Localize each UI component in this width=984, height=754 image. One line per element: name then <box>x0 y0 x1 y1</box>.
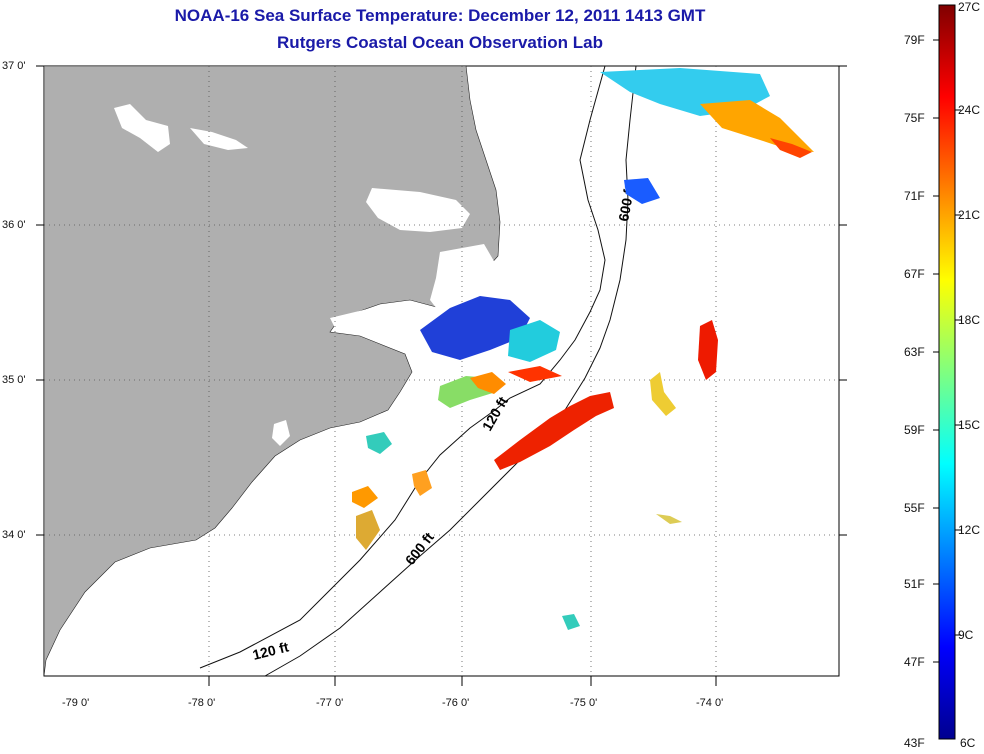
albemarle-sound <box>366 188 470 232</box>
sst-patch-lookout-orange <box>470 372 506 394</box>
cb-c-9: 9C <box>958 628 974 642</box>
cb-f-63: 63F <box>904 345 925 359</box>
inland-lake-2 <box>190 128 248 150</box>
sst-patch-cyan-far-south <box>562 614 580 630</box>
sst-patch-east-yellow <box>650 372 676 416</box>
sst-patch-pamlico-blue <box>420 296 530 360</box>
sst-patch-orange-south-2 <box>412 470 432 496</box>
sst-patch-northeast-red <box>770 138 812 158</box>
colorbar <box>938 4 956 740</box>
lat-label-34: 34 0' <box>2 529 26 541</box>
title-line-2: Rutgers Coastal Ocean Observation Lab <box>277 33 603 52</box>
inland-lake-1 <box>114 104 170 152</box>
sst-patch-lookout-red <box>508 366 562 382</box>
sst-patch-northeast-orange <box>700 100 814 152</box>
lon-label-75: -75 0' <box>570 697 598 709</box>
cb-f-75: 75F <box>904 111 925 125</box>
neuse-river <box>330 306 412 334</box>
sst-patch-small-yellow <box>656 514 682 524</box>
sst-patch-gulfstream-red <box>494 392 614 470</box>
sst-patch-blue-offshore <box>624 178 660 204</box>
cb-f-47: 47F <box>904 655 925 669</box>
cb-f-55: 55F <box>904 501 925 515</box>
title-line-1: NOAA-16 Sea Surface Temperature: Decembe… <box>174 6 706 25</box>
inland-lake-3 <box>272 420 290 446</box>
cb-f-51: 51F <box>904 577 925 591</box>
cb-c-21: 21C <box>958 208 981 222</box>
lat-label-37: 37 0' <box>2 60 26 72</box>
sst-patch-orange-south <box>352 486 378 508</box>
lat-label-35: 35 0' <box>2 374 26 386</box>
contour-120ft <box>199 65 606 669</box>
cb-f-59: 59F <box>904 423 925 437</box>
cb-c-15: 15C <box>958 418 981 432</box>
lon-label-78: -78 0' <box>188 697 216 709</box>
lon-label-77: -77 0' <box>316 697 344 709</box>
cb-c-24: 24C <box>958 103 981 117</box>
cb-f-71: 71F <box>904 189 925 203</box>
lon-label-79: -79 0' <box>62 697 90 709</box>
sst-patch-east-red <box>698 320 718 380</box>
cb-f-67: 67F <box>904 267 925 281</box>
sst-patch-mixed-south <box>356 510 380 550</box>
sst-patch-cyan-south <box>366 432 392 454</box>
cb-c-12: 12C <box>958 523 981 537</box>
cb-f-79: 79F <box>904 33 925 47</box>
cb-f-43: 43F <box>904 736 925 750</box>
sst-patch-sound-cyan <box>508 320 560 362</box>
cb-c-18: 18C <box>958 313 981 327</box>
lat-label-36: 36 0' <box>2 219 26 231</box>
lon-label-74: -74 0' <box>696 697 724 709</box>
cb-c-6: 6C <box>960 736 976 750</box>
lon-label-76: -76 0' <box>442 697 470 709</box>
cb-c-27: 27C <box>958 0 981 14</box>
